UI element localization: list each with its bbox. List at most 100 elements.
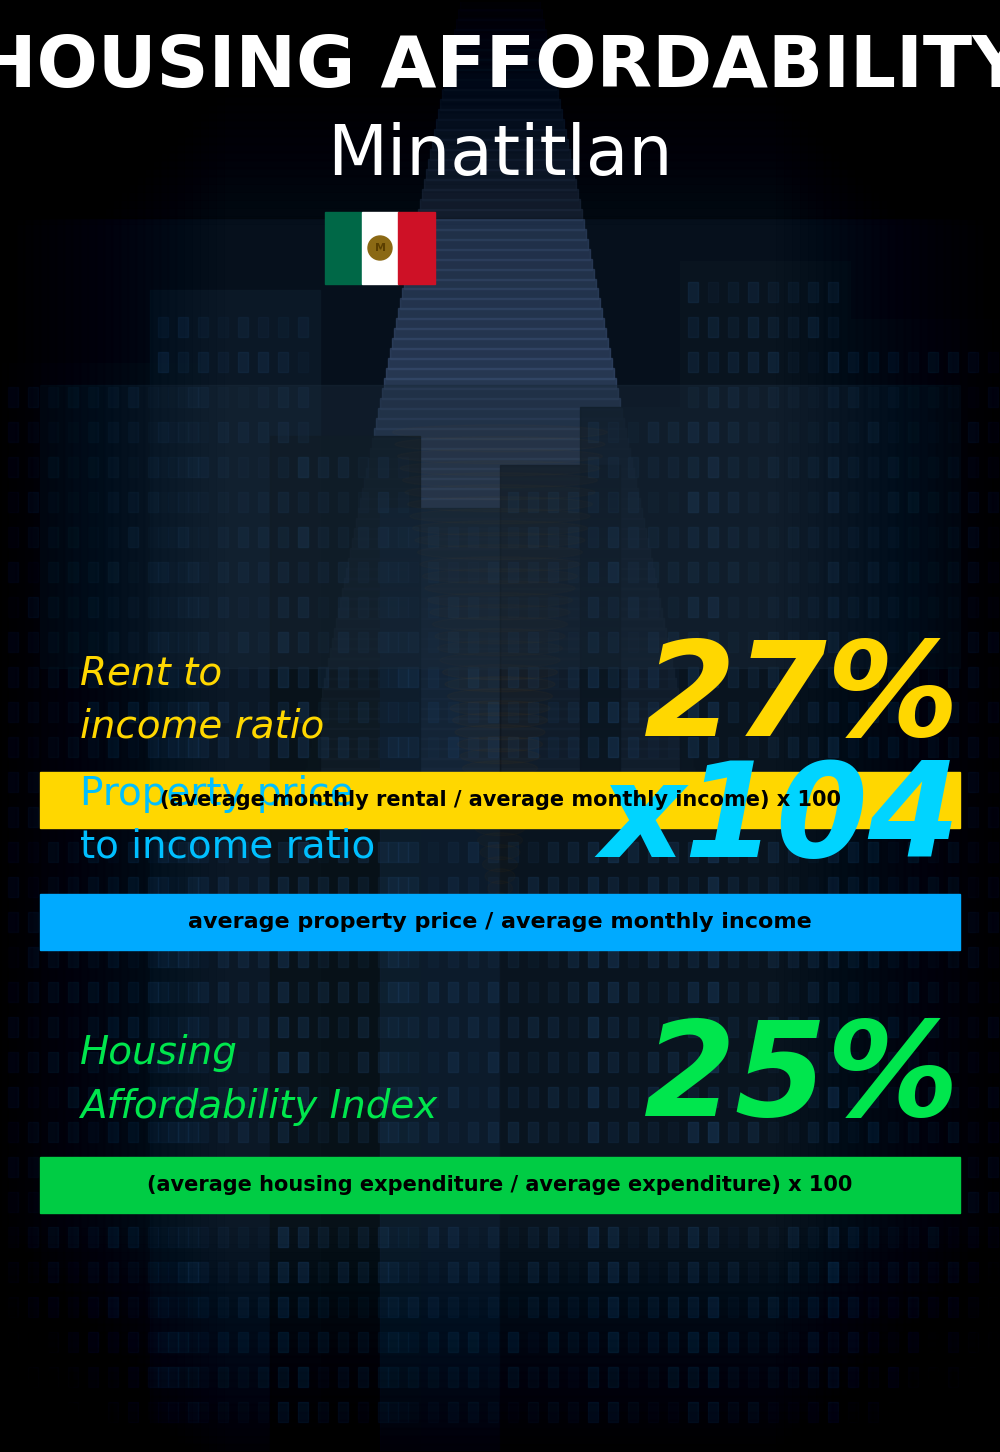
Bar (108, 1262, 118, 1282)
Bar (88, 1122, 98, 1143)
Bar (864, 0, 1000, 1452)
Bar (218, 1016, 228, 1037)
Bar (188, 1122, 198, 1143)
Bar (158, 1016, 168, 1037)
Bar (258, 317, 268, 337)
Bar (278, 1297, 288, 1317)
Bar (158, 666, 168, 687)
Bar (568, 1192, 578, 1212)
Bar (278, 562, 288, 582)
Bar (648, 842, 658, 862)
Bar (218, 1331, 228, 1352)
Bar (278, 527, 288, 547)
Bar (330, 648, 670, 659)
Bar (848, 597, 858, 617)
Bar (48, 1331, 58, 1352)
Bar (318, 1331, 328, 1352)
Bar (508, 1227, 518, 1247)
Bar (8, 877, 18, 897)
Bar (948, 1088, 958, 1106)
Bar (428, 1053, 438, 1072)
Bar (374, 428, 626, 439)
Bar (928, 1331, 938, 1352)
Bar (338, 947, 348, 967)
Bar (298, 1053, 308, 1072)
Bar (278, 632, 288, 652)
Bar (808, 597, 818, 617)
Bar (418, 209, 582, 219)
Bar (608, 1122, 618, 1143)
Bar (148, 1331, 158, 1352)
Bar (400, 299, 600, 309)
Bar (378, 701, 388, 722)
Bar (868, 562, 878, 582)
Bar (88, 1262, 98, 1282)
Bar (404, 279, 596, 289)
Bar (868, 527, 878, 547)
Bar (408, 842, 418, 862)
Bar (828, 982, 838, 1002)
Bar (988, 1053, 998, 1072)
Bar (338, 562, 348, 582)
Bar (508, 1403, 518, 1422)
Bar (398, 597, 408, 617)
Bar (548, 1227, 558, 1247)
Bar (378, 527, 388, 547)
Bar (608, 807, 618, 828)
Bar (688, 877, 698, 897)
Bar (168, 492, 178, 513)
Bar (218, 982, 228, 1002)
Bar (648, 1157, 658, 1178)
Bar (218, 912, 228, 932)
Bar (768, 351, 778, 372)
Bar (0, 1276, 1000, 1452)
Bar (788, 351, 798, 372)
Bar (168, 738, 178, 756)
Bar (588, 1331, 598, 1352)
Bar (912, 0, 1000, 1452)
Bar (318, 597, 328, 617)
Bar (608, 1403, 618, 1422)
Bar (808, 492, 818, 513)
Bar (968, 1262, 978, 1282)
Bar (648, 982, 658, 1002)
Bar (608, 1088, 618, 1106)
Bar (848, 1192, 858, 1212)
Bar (528, 1366, 538, 1387)
Bar (828, 1297, 838, 1317)
Bar (788, 1088, 798, 1106)
Bar (788, 562, 798, 582)
Bar (178, 457, 188, 478)
Bar (568, 632, 578, 652)
Bar (788, 1122, 798, 1143)
Bar (528, 597, 538, 617)
Bar (908, 772, 918, 791)
Bar (968, 1122, 978, 1143)
Bar (48, 1227, 58, 1247)
Bar (988, 1157, 998, 1178)
Bar (908, 423, 918, 441)
Bar (608, 701, 618, 722)
Bar (178, 842, 188, 862)
Bar (968, 1016, 978, 1037)
Bar (148, 912, 158, 932)
Bar (488, 1157, 498, 1178)
Bar (218, 1297, 228, 1317)
Bar (728, 807, 738, 828)
Bar (0, 0, 88, 1452)
Bar (338, 1297, 348, 1317)
Bar (108, 388, 118, 407)
Bar (828, 842, 838, 862)
Bar (648, 1192, 658, 1212)
Bar (868, 877, 878, 897)
Bar (928, 597, 938, 617)
Bar (588, 1297, 598, 1317)
Bar (238, 351, 248, 372)
Bar (28, 597, 38, 617)
Bar (298, 1262, 308, 1282)
Bar (528, 1088, 538, 1106)
Bar (808, 1192, 818, 1212)
Bar (748, 317, 758, 337)
Bar (298, 1403, 308, 1422)
Bar (688, 666, 698, 687)
